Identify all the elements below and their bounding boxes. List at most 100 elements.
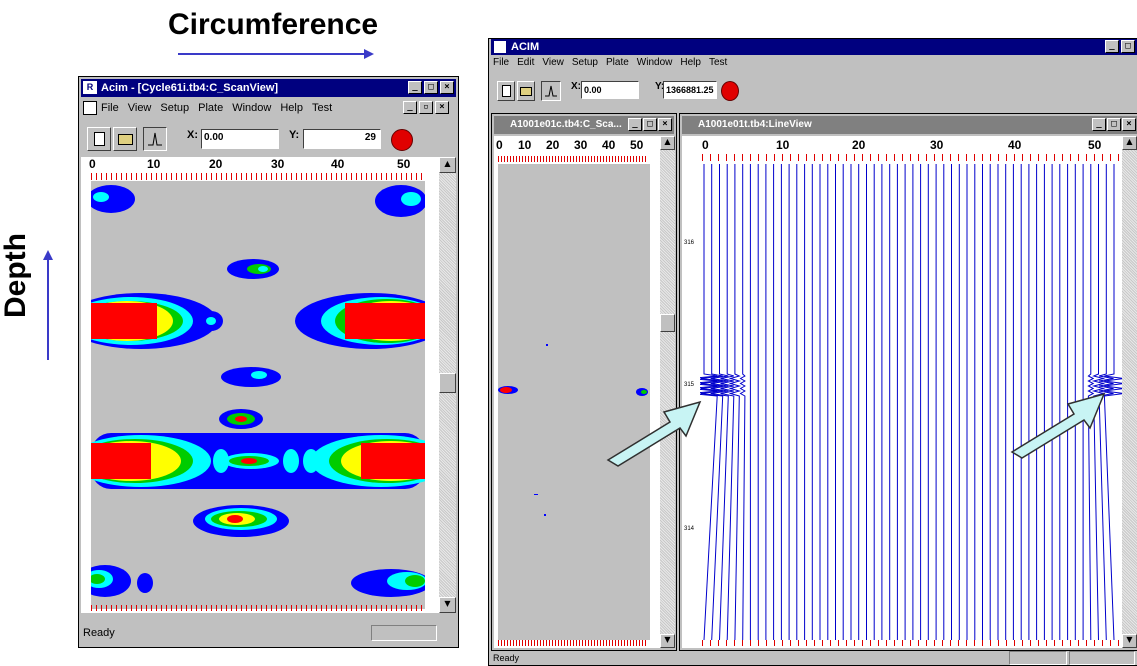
- record-icon[interactable]: [721, 81, 739, 101]
- tick-10: 10: [518, 138, 532, 152]
- scroll-down-icon[interactable]: ▼: [439, 597, 456, 613]
- right-menu-bar: File Edit View Setup Plate Window Help T…: [493, 57, 727, 68]
- scroll-up-icon[interactable]: ▲: [660, 136, 675, 150]
- left-window-title: Acim - [Cycle61i.tb4:C_ScanView]: [101, 82, 279, 94]
- line-maximize-button[interactable]: □: [1107, 118, 1121, 131]
- tick-30: 30: [574, 138, 588, 152]
- tick-10: 10: [776, 138, 790, 152]
- menu-test[interactable]: Test: [311, 102, 333, 114]
- trace-line: [1098, 164, 1114, 640]
- minimize-button[interactable]: _: [408, 81, 422, 94]
- left-status-text: Ready: [83, 627, 115, 639]
- right-maximize-button[interactable]: □: [1121, 40, 1135, 53]
- menu-view[interactable]: View: [127, 102, 152, 114]
- close-button[interactable]: ×: [440, 81, 454, 94]
- tick-30: 30: [271, 157, 285, 171]
- ruler-bottom: [91, 605, 423, 611]
- menu-file[interactable]: File: [493, 57, 510, 68]
- menu-window[interactable]: Window: [232, 102, 272, 114]
- trace-line: [720, 164, 735, 640]
- line-view-title-bar: A1001e01t.tb4:LineView _ □ ×: [682, 116, 1137, 134]
- maximize-button[interactable]: □: [424, 81, 438, 94]
- trace-line: [710, 164, 729, 640]
- menu-plate[interactable]: Plate: [606, 57, 629, 68]
- scroll-down-icon[interactable]: ▼: [1122, 634, 1137, 648]
- tick-0: 0: [496, 138, 503, 152]
- signal-button[interactable]: [143, 127, 167, 151]
- c-scan-plot: [91, 181, 425, 609]
- tick-50: 50: [1088, 138, 1102, 152]
- tick-40: 40: [331, 157, 345, 171]
- menu-edit[interactable]: Edit: [517, 57, 535, 68]
- scroll-down-icon[interactable]: ▼: [660, 634, 675, 648]
- trace-line: [1087, 164, 1095, 640]
- trace-line: [700, 164, 724, 640]
- right-window-title: ACIM: [511, 41, 540, 53]
- menu-help[interactable]: Help: [680, 57, 701, 68]
- menu-view[interactable]: View: [542, 57, 564, 68]
- menu-setup[interactable]: Setup: [571, 57, 598, 68]
- tick-0: 0: [89, 157, 96, 171]
- arrow-annotation-icon: [1010, 392, 1106, 459]
- doc-close-button[interactable]: ×: [435, 101, 449, 114]
- left-status-panel: [371, 625, 437, 641]
- scan-child-title-bar: A1001e01c.tb4:C_Sca... _ □ ×: [494, 116, 674, 134]
- small-c-scan-plot: [498, 164, 650, 640]
- circumference-arrow-icon: [178, 49, 374, 59]
- scroll-thumb[interactable]: [660, 314, 675, 332]
- new-file-button[interactable]: [497, 81, 515, 101]
- left-vertical-scrollbar[interactable]: ▲ ▼: [439, 157, 456, 613]
- new-file-button[interactable]: [87, 127, 111, 151]
- menu-test[interactable]: Test: [708, 57, 728, 68]
- scroll-thumb[interactable]: [439, 373, 456, 393]
- ruler-marks: [498, 156, 648, 162]
- ruler-bottom: [702, 640, 1122, 646]
- right-minimize-button[interactable]: _: [1105, 40, 1119, 53]
- y-coordinate-field[interactable]: 29: [303, 129, 381, 149]
- scan-close-button[interactable]: ×: [658, 118, 672, 131]
- menu-help[interactable]: Help: [280, 102, 303, 114]
- ruler-marks: [702, 154, 1122, 161]
- y-coordinate-field[interactable]: 1366881.25: [663, 81, 717, 99]
- trace-line: [700, 164, 718, 640]
- scan-vertical-scrollbar[interactable]: ▲ ▼: [660, 136, 675, 648]
- line-minimize-button[interactable]: _: [1092, 118, 1106, 131]
- x-coordinate-field[interactable]: 0.00: [201, 129, 279, 149]
- trace-line: [1103, 164, 1122, 640]
- doc-restore-button[interactable]: ▫: [419, 101, 433, 114]
- tick-40: 40: [602, 138, 616, 152]
- menu-file[interactable]: File: [101, 102, 119, 114]
- line-close-button[interactable]: ×: [1122, 118, 1136, 131]
- tick-50: 50: [397, 157, 411, 171]
- open-button[interactable]: [113, 127, 137, 151]
- scan-minimize-button[interactable]: _: [628, 118, 642, 131]
- doc-minimize-button[interactable]: _: [403, 101, 417, 114]
- scroll-up-icon[interactable]: ▲: [439, 157, 456, 173]
- line-vertical-scrollbar[interactable]: ▲ ▼: [1122, 136, 1137, 648]
- scan-child-area: 0 10 20 30 40 50: [494, 136, 660, 648]
- tick-30: 30: [930, 138, 944, 152]
- scan-child-title: A1001e01c.tb4:C_Sca...: [510, 119, 622, 130]
- ruler-top: 0 10 20 30 40 50: [81, 157, 439, 181]
- new-file-icon: [501, 85, 511, 97]
- signal-icon: [545, 85, 557, 97]
- scan-maximize-button[interactable]: □: [643, 118, 657, 131]
- depth-label-314: 314: [684, 526, 695, 532]
- record-icon[interactable]: [391, 129, 413, 151]
- signal-button[interactable]: [541, 81, 561, 101]
- trace-line: [739, 164, 746, 640]
- left-app-window: R Acim - [Cycle61i.tb4:C_ScanView] _ □ ×…: [78, 76, 459, 648]
- open-folder-icon: [117, 134, 133, 145]
- right-status-panel-1: [1009, 651, 1067, 665]
- menu-window[interactable]: Window: [636, 57, 673, 68]
- scroll-up-icon[interactable]: ▲: [1122, 136, 1137, 150]
- tick-0: 0: [702, 138, 709, 152]
- depth-label-315: 315: [684, 382, 695, 388]
- open-button[interactable]: [517, 81, 535, 101]
- tick-20: 20: [852, 138, 866, 152]
- x-coordinate-field[interactable]: 0.00: [581, 81, 639, 99]
- menu-setup[interactable]: Setup: [160, 102, 190, 114]
- tick-10: 10: [147, 157, 161, 171]
- menu-plate[interactable]: Plate: [198, 102, 224, 114]
- signal-icon: [148, 132, 162, 146]
